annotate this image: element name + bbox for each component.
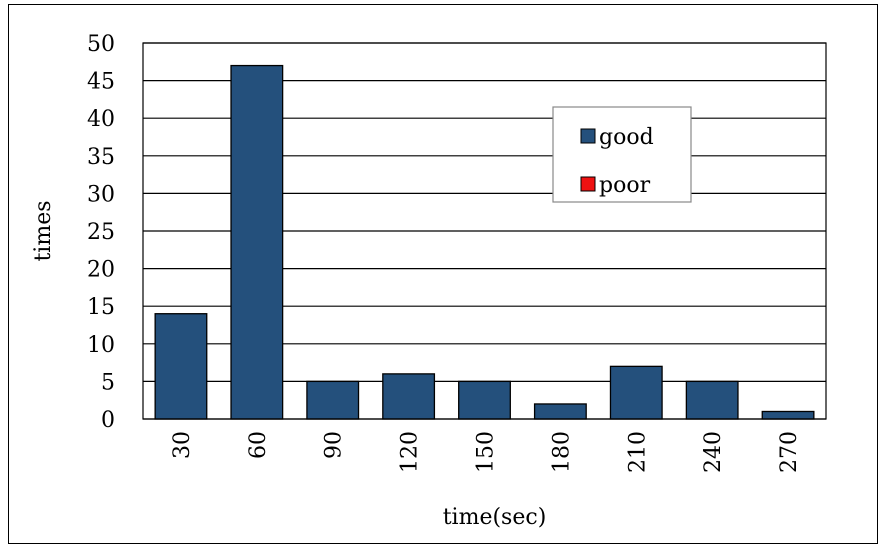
x-tick-150: 150 (474, 431, 499, 473)
chart-frame (8, 4, 878, 544)
y-tick-35: 35 (87, 145, 115, 170)
legend-label-good: good (599, 125, 654, 150)
x-tick-labels: 30 60 90 120 150 180 210 240 270 (170, 431, 802, 473)
bar-good-240 (685, 380, 739, 420)
bar-good-120 (382, 373, 436, 420)
y-tick-30: 30 (87, 182, 115, 207)
y-tick-45: 45 (87, 70, 115, 95)
x-tick-180: 180 (549, 431, 574, 473)
y-tick-10: 10 (87, 333, 115, 358)
y-tick-25: 25 (87, 220, 115, 245)
bar-chart: 0 5 10 15 20 25 30 35 40 45 50 30 60 90 120 150 180 210 2… (31, 32, 827, 530)
y-tick-labels: 0 5 10 15 20 25 30 35 40 45 50 (87, 32, 115, 433)
legend-box (552, 106, 692, 203)
legend-swatch-good (580, 128, 596, 144)
y-tick-50: 50 (87, 32, 115, 57)
bar-good-210 (609, 365, 663, 420)
bar-good-30 (154, 313, 208, 420)
bar-good-270 (761, 410, 815, 420)
x-tick-30: 30 (170, 431, 195, 459)
y-tick-40: 40 (87, 107, 115, 132)
plot-area-border (142, 42, 827, 420)
x-tick-60: 60 (246, 431, 271, 459)
bar-good-180 (533, 403, 587, 420)
y-tick-20: 20 (87, 258, 115, 283)
x-tick-120: 120 (398, 431, 423, 473)
x-tick-210: 210 (625, 431, 650, 473)
bar-good-60 (230, 64, 284, 420)
y-tick-0: 0 (101, 408, 115, 433)
x-tick-240: 240 (701, 431, 726, 473)
bars (154, 64, 815, 420)
y-tick-5: 5 (101, 370, 115, 395)
legend-label-poor: poor (599, 173, 651, 198)
x-axis-label: time(sec) (443, 505, 547, 530)
y-tick-15: 15 (87, 295, 115, 320)
x-tick-90: 90 (322, 431, 347, 459)
x-tick-270: 270 (777, 431, 802, 473)
bar-good-150 (458, 380, 511, 420)
legend-swatch-poor (580, 176, 596, 192)
y-axis-label: times (31, 200, 56, 261)
legend: good poor (552, 106, 692, 203)
bar-good-90 (306, 380, 360, 420)
